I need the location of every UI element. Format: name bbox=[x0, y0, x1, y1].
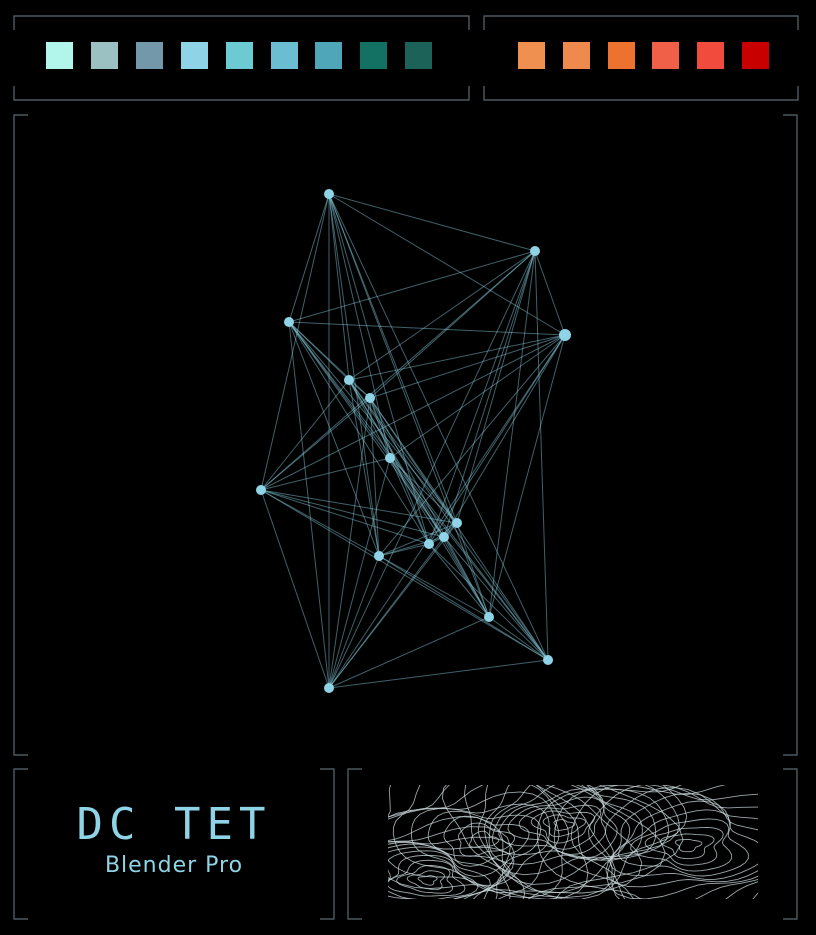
title-font: Blender Pro bbox=[104, 853, 244, 878]
contour-line bbox=[388, 846, 502, 899]
contour-line bbox=[410, 803, 550, 886]
contour-line bbox=[463, 785, 680, 894]
color-swatch bbox=[518, 42, 545, 69]
color-swatch bbox=[46, 42, 73, 69]
contour-line bbox=[609, 800, 758, 880]
palette-warm-panel bbox=[483, 15, 799, 101]
contour-line bbox=[674, 838, 703, 853]
contour-line bbox=[388, 785, 570, 899]
contour-line bbox=[527, 785, 666, 899]
contour-line bbox=[660, 833, 715, 860]
network-graph-panel bbox=[13, 114, 798, 756]
contour-line bbox=[388, 785, 589, 899]
color-swatch bbox=[697, 42, 725, 69]
contour-line bbox=[396, 865, 454, 894]
contour-line bbox=[388, 843, 510, 899]
contour-line bbox=[417, 875, 438, 886]
contour-line bbox=[443, 815, 530, 867]
contour-line bbox=[630, 818, 733, 872]
topographic-map-image bbox=[388, 785, 758, 899]
contour-line bbox=[406, 870, 445, 891]
bracket-frame bbox=[483, 15, 799, 101]
color-swatch bbox=[360, 42, 388, 69]
topographic-panel bbox=[347, 768, 798, 920]
contour-line bbox=[588, 785, 758, 899]
color-swatch bbox=[405, 42, 433, 69]
color-swatch bbox=[90, 42, 118, 69]
contour-line bbox=[530, 810, 596, 844]
contour-line bbox=[644, 826, 724, 866]
contour-line bbox=[388, 785, 616, 899]
color-swatch bbox=[315, 42, 343, 69]
bracket-frame bbox=[13, 15, 470, 101]
contour-line bbox=[388, 850, 491, 899]
contour-line bbox=[388, 836, 515, 899]
color-swatch bbox=[652, 42, 680, 69]
title-name: DC TET bbox=[76, 799, 272, 850]
contour-line bbox=[477, 785, 670, 885]
color-swatch bbox=[270, 42, 298, 69]
contour-line bbox=[388, 816, 526, 899]
contour-line bbox=[536, 785, 682, 899]
bracket-frame bbox=[13, 768, 335, 920]
contour-line bbox=[388, 859, 466, 897]
color-swatch bbox=[562, 42, 590, 69]
color-swatch bbox=[607, 42, 635, 69]
color-swatch bbox=[180, 42, 208, 69]
bracket-frame bbox=[347, 768, 798, 920]
color-swatch bbox=[135, 42, 163, 69]
color-swatch bbox=[225, 42, 253, 69]
contour-line bbox=[441, 785, 688, 899]
contour-line bbox=[388, 826, 511, 899]
contour-line bbox=[570, 785, 758, 899]
contour-line bbox=[555, 785, 684, 899]
contour-line bbox=[605, 792, 758, 888]
font-title-panel: DC TET Blender Pro bbox=[13, 768, 335, 920]
bracket-frame bbox=[13, 114, 798, 756]
color-swatch bbox=[742, 42, 769, 69]
contour-line bbox=[553, 785, 758, 899]
contour-line bbox=[605, 786, 758, 899]
contour-line bbox=[457, 822, 516, 857]
contour-line bbox=[388, 841, 515, 899]
palette-cool-panel bbox=[13, 15, 470, 101]
contour-line bbox=[507, 796, 606, 855]
